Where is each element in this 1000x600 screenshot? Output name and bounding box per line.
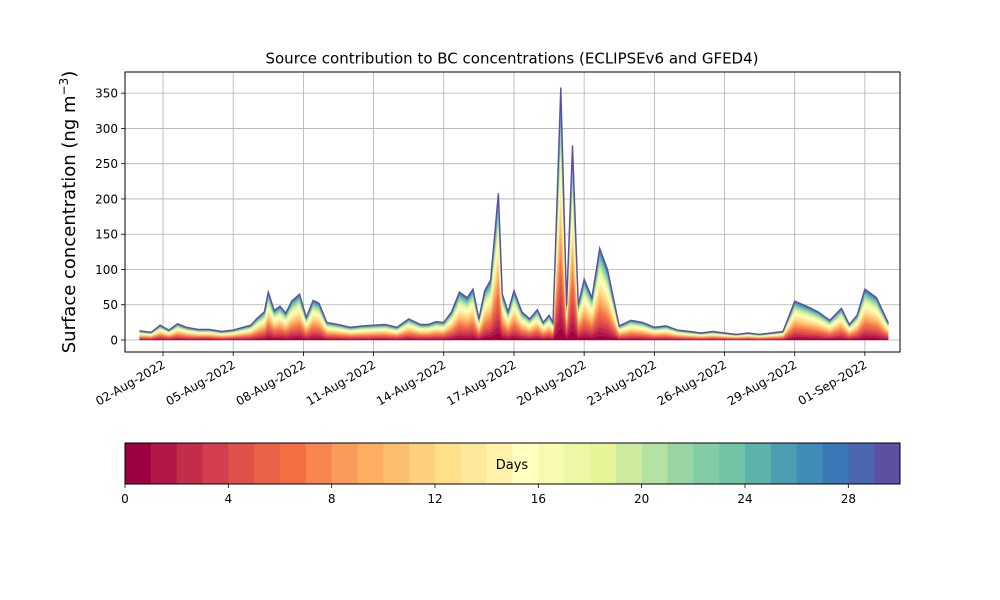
colorbar-tick-label: 4: [225, 492, 233, 506]
y-axis-ticks: 0 50 100 150 200 250 300 350: [95, 87, 125, 348]
colorbar-bin: [202, 443, 229, 484]
x-tick-label: 20-Aug-2022: [514, 357, 588, 408]
colorbar: [125, 443, 901, 484]
colorbar-bin: [538, 443, 565, 484]
colorbar-tick-label: 28: [841, 492, 856, 506]
colorbar-bin: [615, 443, 643, 484]
colorbar-bin: [486, 443, 513, 484]
colorbar-ticks: 0 4 8 12 16 20 24 28: [121, 484, 856, 506]
y-tick-label: 150: [95, 228, 118, 242]
y-tick-label: 100: [95, 263, 118, 277]
colorbar-bin: [848, 443, 875, 484]
colorbar-bin: [125, 443, 152, 484]
colorbar-tick-label: 24: [737, 492, 752, 506]
colorbar-tick-label: 16: [531, 492, 546, 506]
axes-frame: [124, 71, 901, 353]
colorbar-label: Days: [496, 458, 529, 473]
colorbar-bin: [435, 443, 462, 484]
colorbar-bin: [796, 443, 823, 484]
colorbar-bin: [228, 443, 255, 484]
x-axis-ticks: 02-Aug-202205-Aug-202208-Aug-202211-Aug-…: [93, 352, 869, 408]
colorbar-bin: [719, 443, 746, 484]
x-tick-label: 08-Aug-2022: [234, 357, 308, 408]
y-tick-label: 200: [95, 192, 118, 206]
colorbar-tick-label: 20: [634, 492, 649, 506]
colorbar-bin: [305, 443, 333, 484]
y-tick-label: 350: [95, 87, 118, 101]
total-concentration-line: [139, 87, 889, 336]
chart-title: Source contribution to BC concentrations…: [265, 50, 758, 68]
x-tick-label: 29-Aug-2022: [725, 357, 799, 408]
colorbar-tick-label: 8: [328, 492, 336, 506]
x-tick-label: 17-Aug-2022: [444, 357, 518, 408]
colorbar-bin: [590, 443, 617, 484]
colorbar-bin: [745, 443, 772, 484]
colorbar-bin: [331, 443, 358, 484]
colorbar-bin: [667, 443, 694, 484]
x-tick-label: 02-Aug-2022: [93, 357, 167, 408]
y-tick-label: 50: [103, 298, 118, 312]
y-axis-label: Surface concentration (ng m−3): [57, 71, 80, 354]
y-tick-label: 0: [110, 334, 118, 348]
x-tick-label: 01-Sep-2022: [796, 357, 870, 408]
x-tick-label: 05-Aug-2022: [163, 357, 237, 408]
stacked-age-areas: [139, 87, 889, 341]
colorbar-bin: [693, 443, 720, 484]
x-tick-label: 26-Aug-2022: [655, 357, 729, 408]
colorbar-bin: [460, 443, 488, 484]
colorbar-bin: [280, 443, 307, 484]
colorbar-bin: [822, 443, 849, 484]
colorbar-bin: [512, 443, 539, 484]
colorbar-bin: [874, 443, 901, 484]
x-tick-label: 23-Aug-2022: [585, 357, 659, 408]
x-tick-label: 14-Aug-2022: [374, 357, 448, 408]
colorbar-bin: [383, 443, 410, 484]
colorbar-tick-label: 12: [427, 492, 442, 506]
y-tick-label: 300: [95, 122, 118, 136]
colorbar-frame: [124, 442, 901, 485]
colorbar-bin: [641, 443, 668, 484]
colorbar-bin: [254, 443, 281, 484]
colorbar-bin: [564, 443, 591, 484]
x-tick-label: 11-Aug-2022: [304, 357, 378, 408]
colorbar-bin: [176, 443, 203, 484]
colorbar-bin: [357, 443, 384, 484]
colorbar-bin: [150, 443, 178, 484]
colorbar-bin: [409, 443, 436, 484]
colorbar-tick-label: 0: [121, 492, 129, 506]
y-tick-label: 250: [95, 157, 118, 171]
colorbar-bin: [770, 443, 798, 484]
